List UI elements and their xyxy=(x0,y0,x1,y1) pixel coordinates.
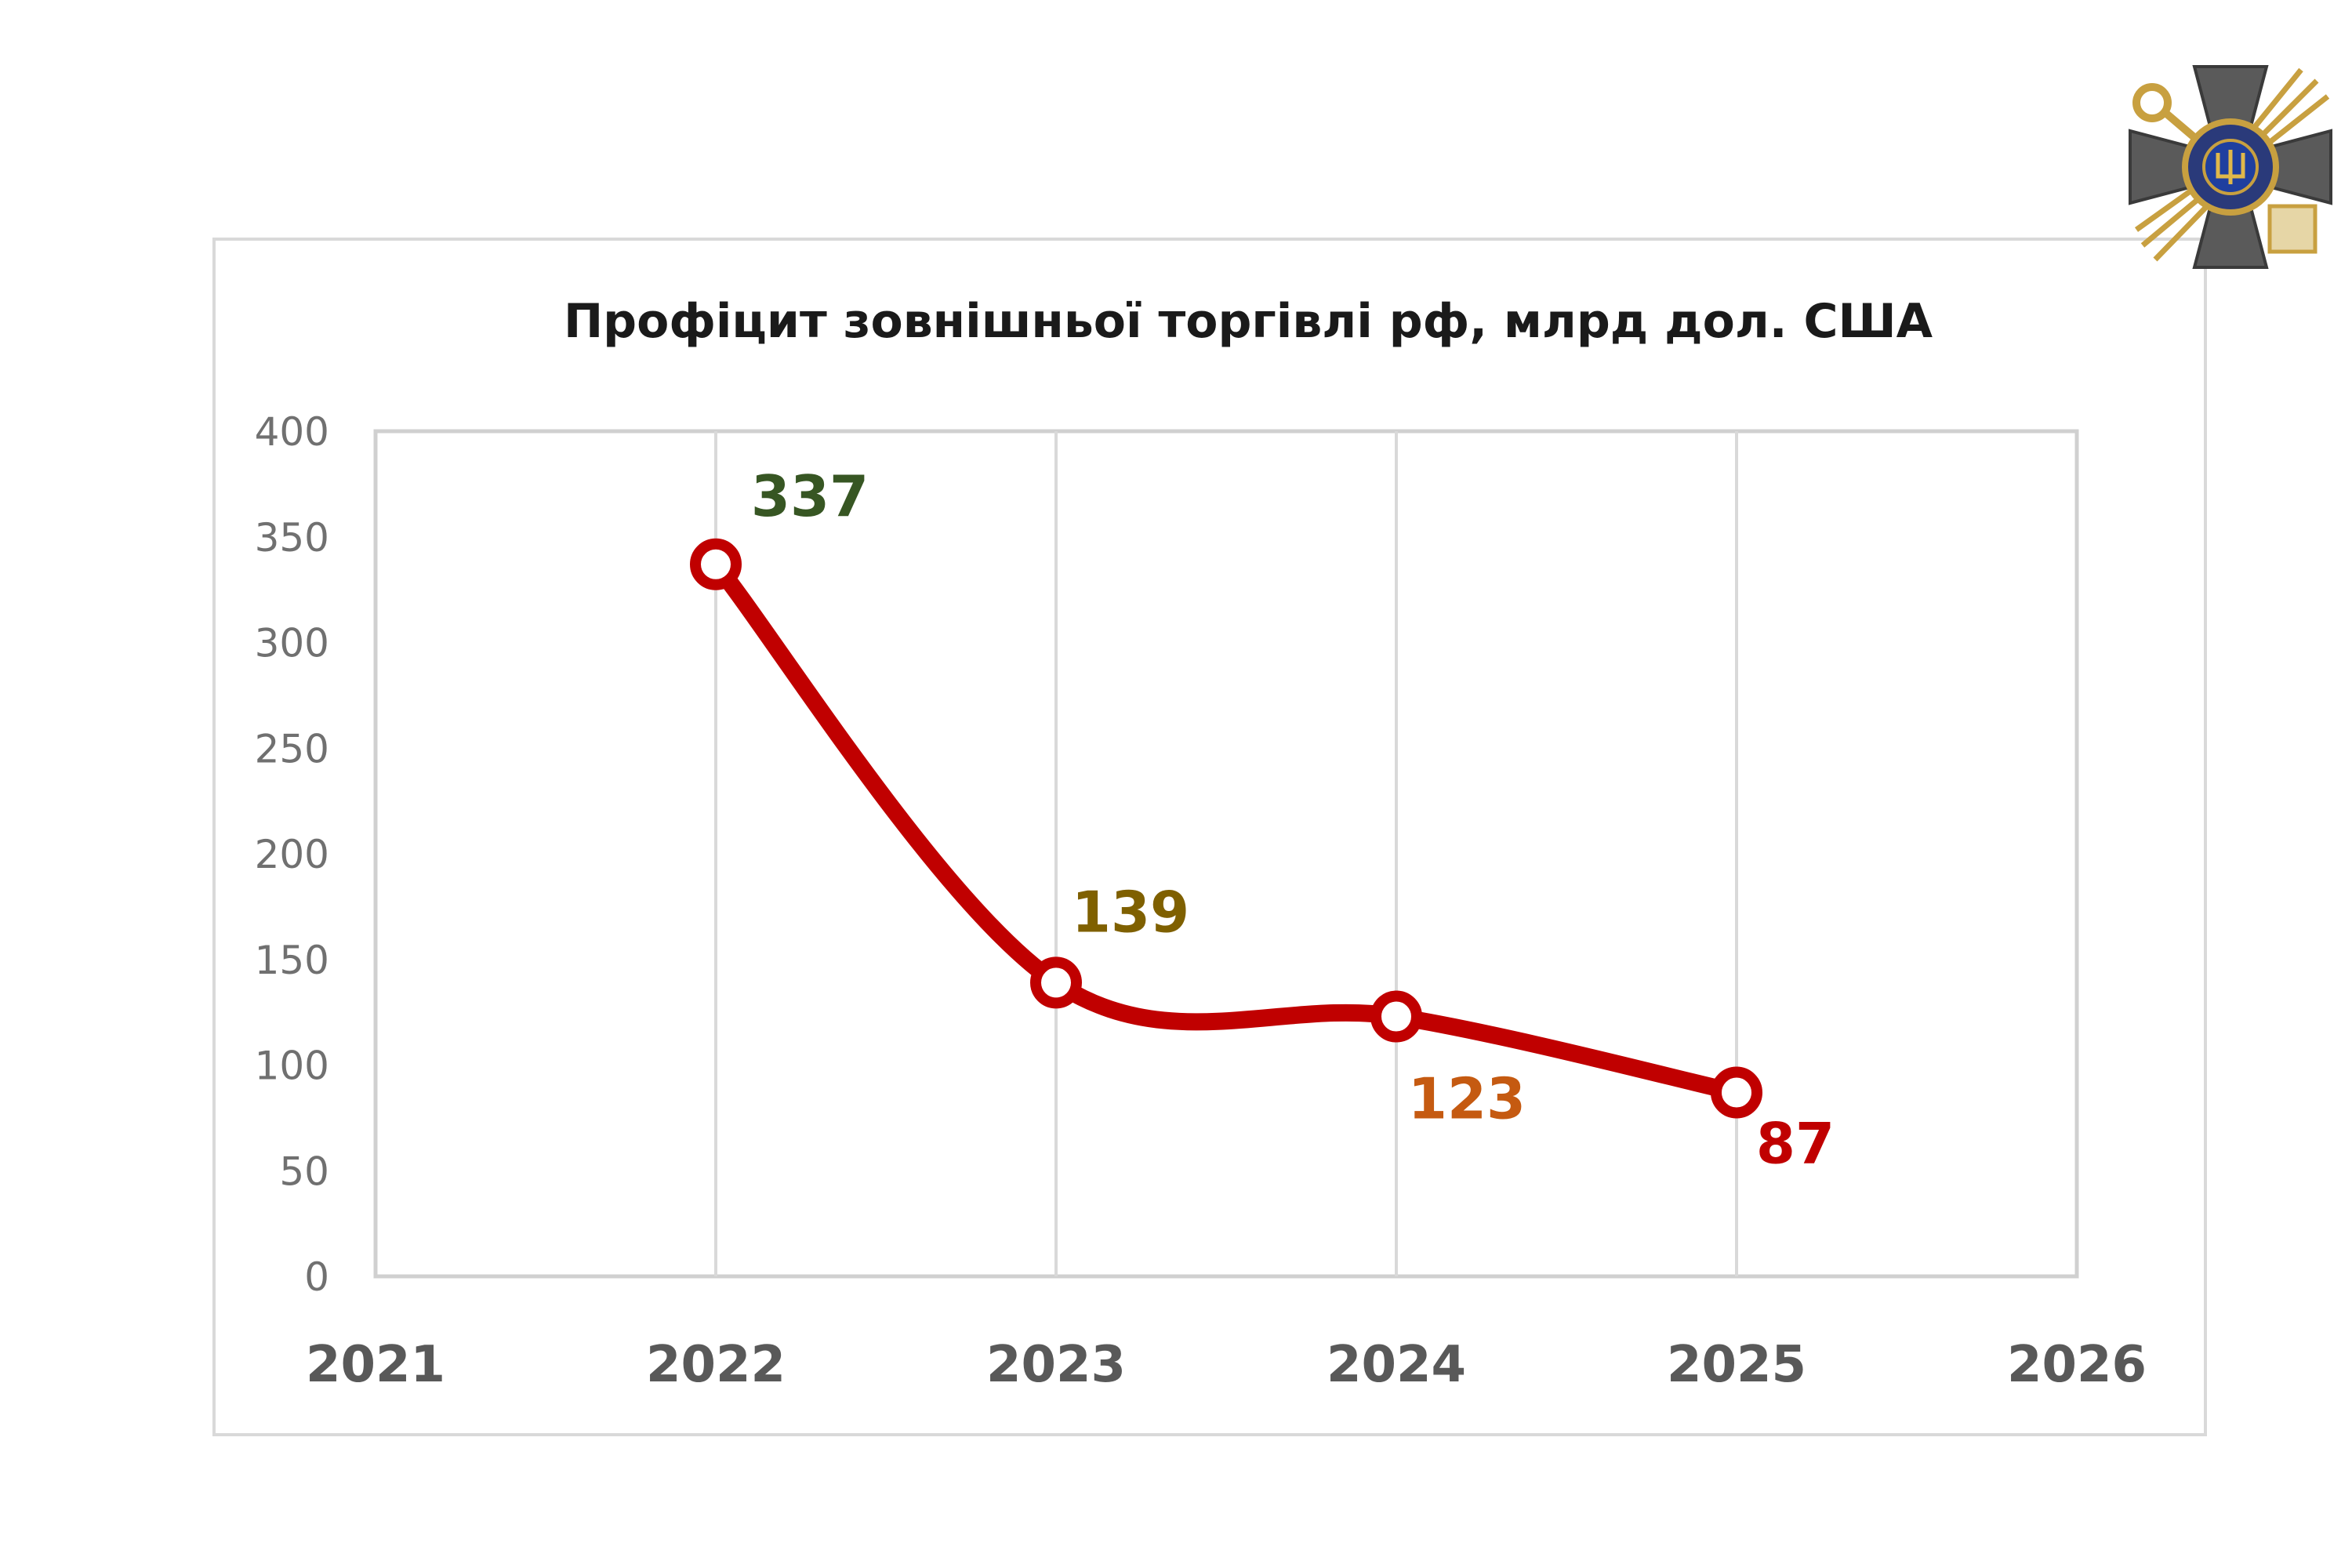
data-label-2023: 139 xyxy=(1072,879,1189,945)
y-tick-label: 100 xyxy=(255,1044,329,1089)
data-point-2025 xyxy=(1711,1066,1762,1119)
arrows-icon xyxy=(2252,67,2330,146)
y-tick-label: 50 xyxy=(279,1149,329,1194)
data-point-2022 xyxy=(690,538,742,590)
plot-area xyxy=(373,429,2079,1279)
data-labels: 337 139 123 87 xyxy=(751,463,1835,1177)
y-tick-label: 350 xyxy=(255,515,329,561)
x-tick-label: 2022 xyxy=(646,1336,786,1394)
trident-icon xyxy=(2216,150,2245,184)
series-line xyxy=(707,555,1745,1102)
y-tick-label: 400 xyxy=(255,409,329,455)
qr-patch-icon xyxy=(2267,204,2318,254)
x-tick-label: 2021 xyxy=(306,1336,445,1394)
data-point-2023 xyxy=(1030,956,1082,1009)
x-tick-label: 2024 xyxy=(1327,1336,1466,1394)
y-tick-label: 0 xyxy=(304,1254,329,1300)
data-label-2025: 87 xyxy=(1756,1111,1835,1177)
y-tick-label: 200 xyxy=(255,832,329,877)
grid-lines xyxy=(714,431,1738,1276)
x-tick-label: 2023 xyxy=(986,1336,1126,1394)
arrows-icon-bottom xyxy=(2134,188,2209,262)
x-tick-label: 2025 xyxy=(1667,1336,1806,1394)
data-label-2024: 123 xyxy=(1408,1066,1526,1132)
x-axis-ticks: 2021 2022 2023 2024 2025 2026 xyxy=(306,1336,2147,1394)
series xyxy=(690,538,1762,1119)
chart-frame xyxy=(212,238,2207,1436)
y-tick-label: 250 xyxy=(255,726,329,771)
data-label-2022: 337 xyxy=(751,463,869,529)
y-tick-label: 150 xyxy=(255,938,329,983)
y-axis-ticks: 0 50 100 150 200 250 300 350 400 xyxy=(255,409,329,1300)
cross-emblem-logo xyxy=(2129,65,2332,269)
chart-title: Профіцит зовнішньої торгівлі рф, млрд до… xyxy=(564,294,1933,349)
key-icon xyxy=(2132,83,2199,142)
data-point-2024 xyxy=(1370,990,1422,1043)
y-tick-label: 300 xyxy=(255,621,329,666)
x-tick-label: 2026 xyxy=(2007,1336,2147,1394)
